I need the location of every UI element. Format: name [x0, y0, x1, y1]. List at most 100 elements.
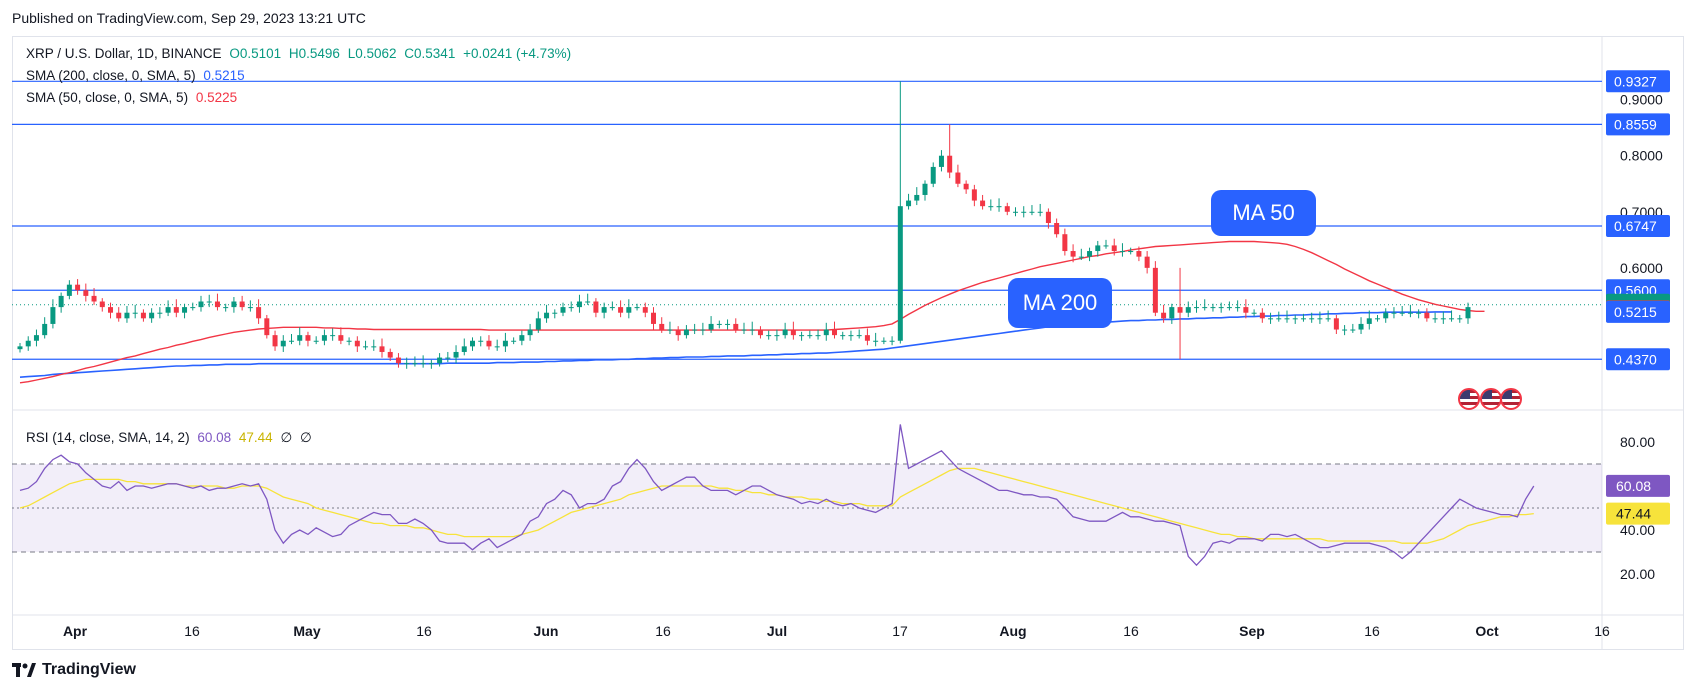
- candle-body: [980, 200, 986, 207]
- candle-body: [50, 307, 56, 324]
- candle-body: [1210, 307, 1216, 309]
- candle-body: [864, 335, 870, 341]
- candle-body: [1226, 307, 1232, 309]
- candle-body: [182, 307, 188, 313]
- open-value: O0.5101: [229, 46, 282, 61]
- candle-body: [1095, 245, 1101, 252]
- candle-body: [1259, 312, 1265, 319]
- candle-body: [1300, 318, 1306, 320]
- candle-body: [313, 340, 319, 342]
- price-tick-label: 0.8000: [1620, 148, 1663, 164]
- price-badge-label: 0.5215: [1614, 304, 1657, 320]
- sma200-value: 0.5215: [203, 68, 245, 83]
- tradingview-logo[interactable]: TradingView: [12, 661, 136, 679]
- rsi-badge: [1606, 474, 1670, 497]
- candle-body: [1045, 211, 1051, 223]
- ma200-callout: MA 200: [1008, 278, 1112, 328]
- candle-body: [840, 335, 846, 337]
- candle-body: [99, 301, 105, 308]
- candle-body: [1243, 307, 1249, 313]
- candle-body: [1342, 329, 1348, 331]
- candle-body: [971, 189, 977, 201]
- candle-body: [716, 323, 722, 325]
- candle-body: [799, 335, 805, 337]
- candle-body: [667, 329, 673, 331]
- candle-body: [659, 323, 665, 330]
- us-flag-icon[interactable]: [1458, 388, 1480, 410]
- candle-body: [58, 295, 64, 308]
- us-flag-icon[interactable]: [1480, 388, 1502, 410]
- high-value: H0.5496: [288, 46, 340, 61]
- candle-body: [651, 312, 656, 324]
- candle-body: [1136, 251, 1142, 257]
- low-value: L0.5062: [347, 46, 397, 61]
- candle-body: [412, 363, 418, 365]
- candle-body: [782, 329, 788, 336]
- candle-body: [1350, 329, 1356, 331]
- candle-body: [1004, 206, 1010, 212]
- candle-body: [815, 335, 821, 337]
- candle-body: [897, 206, 903, 341]
- candle-body: [1194, 307, 1199, 309]
- rsi-badge-label: 60.08: [1616, 478, 1651, 494]
- candle-body: [453, 351, 459, 358]
- candle-body: [173, 307, 179, 313]
- candle-body: [741, 329, 747, 331]
- candle-body: [470, 340, 475, 347]
- rsi-tick-label: 40.00: [1620, 522, 1655, 538]
- rsi-badge-label: 47.44: [1616, 506, 1651, 522]
- candle-body: [371, 346, 377, 348]
- candle-body: [708, 323, 714, 330]
- candle-body: [231, 301, 237, 308]
- candle-body: [552, 312, 558, 314]
- candle-body: [832, 329, 837, 336]
- candle-body: [626, 307, 632, 313]
- candle-body: [544, 312, 550, 319]
- candle-body: [634, 307, 640, 309]
- candle-body: [116, 312, 122, 319]
- candle-body: [83, 290, 89, 296]
- candle-body: [297, 335, 303, 341]
- candle-body: [790, 329, 796, 336]
- candle-body: [1202, 307, 1208, 309]
- candle-body: [1251, 312, 1257, 314]
- candle-body: [25, 340, 31, 347]
- published-note: Published on TradingView.com, Sep 29, 20…: [12, 10, 366, 26]
- candle-body: [140, 312, 146, 319]
- sma50-line: [19, 240, 1485, 384]
- rsi-sma-value: 47.44: [238, 430, 273, 445]
- sma200-label: SMA (200, close, 0, SMA, 5): [26, 68, 196, 83]
- us-flag-icon[interactable]: [1500, 388, 1522, 410]
- candle-body: [560, 307, 566, 313]
- rsi-label: RSI (14, close, SMA, 14, 2): [26, 430, 190, 445]
- time-tick-label: 17: [892, 623, 908, 639]
- candle-body: [774, 335, 780, 337]
- candle-body: [346, 340, 352, 342]
- candle-body: [1078, 256, 1084, 258]
- candle-body: [272, 335, 278, 347]
- candle-body: [42, 323, 48, 336]
- candle-body: [1111, 245, 1117, 252]
- candle-body: [165, 307, 171, 313]
- candle-body: [395, 357, 401, 364]
- candle-body: [437, 357, 443, 364]
- candle-body: [132, 312, 138, 314]
- candle-body: [280, 340, 286, 347]
- candle-body: [947, 155, 953, 173]
- candle-body: [889, 340, 895, 342]
- candle-body: [420, 363, 426, 365]
- candle-body: [264, 318, 270, 336]
- candle-body: [149, 312, 155, 319]
- price-badge: [1606, 70, 1670, 93]
- time-tick-label: 16: [184, 623, 200, 639]
- candle-body: [289, 340, 294, 342]
- price-tick-label: 0.6000: [1620, 260, 1663, 276]
- candle-body: [214, 301, 220, 308]
- candle-body: [1021, 211, 1027, 213]
- candle-body: [725, 323, 731, 325]
- time-tick-label: Apr: [63, 623, 88, 639]
- candle-body: [330, 335, 336, 337]
- candle-body: [1029, 211, 1035, 213]
- price-badge: [1606, 300, 1670, 323]
